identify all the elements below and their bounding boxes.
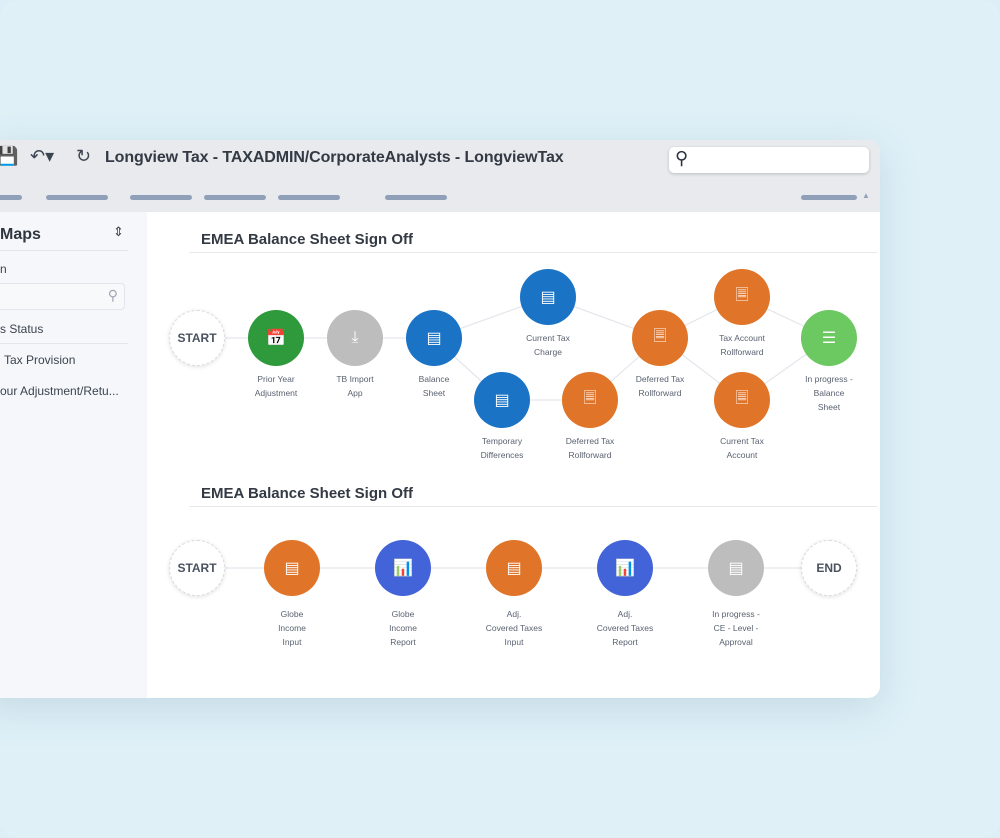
divider: [189, 252, 877, 253]
flow-node[interactable]: 📊: [375, 540, 431, 596]
presentation-chart-icon: 📊: [615, 560, 635, 577]
divider: [0, 343, 128, 344]
flow-node[interactable]: ▤: [708, 540, 764, 596]
collapse-icon[interactable]: ▲: [862, 191, 870, 200]
note-icon: 🗏: [583, 389, 597, 407]
flow-title: EMEA Balance Sheet Sign Off: [201, 485, 413, 502]
sidebar-item[interactable]: s Status: [0, 322, 44, 336]
flow-node-label: Deferred Tax Rollforward: [635, 374, 685, 398]
flow-node[interactable]: ▤: [520, 269, 576, 325]
refresh-icon[interactable]: ↻: [76, 146, 92, 166]
flow-terminal-end[interactable]: END: [801, 540, 857, 596]
search-input[interactable]: ⚲: [669, 147, 869, 173]
flow-node[interactable]: 🗏: [714, 372, 770, 428]
tab[interactable]: [46, 195, 108, 200]
form-icon: ▤: [506, 560, 522, 577]
flow-node-label: Adj. Covered Taxes Report: [596, 609, 654, 647]
flow-node-label: Tax Account Rollforward: [719, 333, 765, 357]
flow-node-label: Globe Income Input: [278, 609, 306, 647]
sidebar-item[interactable]: Tax Provision: [4, 353, 76, 367]
tab[interactable]: [278, 195, 340, 200]
divider: [189, 506, 877, 507]
flow-node-label: Adj. Covered Taxes Input: [485, 609, 543, 647]
form-icon: ▤: [540, 289, 556, 306]
note-icon: 🗏: [653, 327, 667, 345]
tab[interactable]: [204, 195, 266, 200]
note-icon: 🗏: [735, 389, 749, 407]
divider: [0, 250, 128, 251]
form-icon: ▤: [494, 392, 510, 409]
flow-node[interactable]: 🗏: [714, 269, 770, 325]
sidebar-search-input[interactable]: ⚲: [0, 283, 125, 310]
flow-node-label: In progress - Balance Sheet: [805, 374, 853, 412]
flow-node[interactable]: ☰: [801, 310, 857, 366]
flow-node-label: Prior Year Adjustment: [254, 374, 298, 398]
tab[interactable]: [0, 195, 22, 200]
flow-node-label: In progress - CE - Level - Approval: [712, 609, 760, 647]
checklist-icon: ☰: [821, 330, 837, 347]
flow-title: EMEA Balance Sheet Sign Off: [201, 231, 413, 248]
search-icon: ⚲: [107, 287, 118, 303]
flow-node-label: Current Tax Charge: [526, 333, 570, 357]
sidebar: Maps ⇕ n ⚲ s Status Tax Provision our Ad…: [0, 212, 147, 698]
undo-icon[interactable]: ↶▾: [30, 146, 55, 166]
tab[interactable]: [801, 195, 857, 200]
window-title: Longview Tax - TAXADMIN/CorporateAnalyst…: [105, 149, 564, 166]
flow-node[interactable]: ▤: [406, 310, 462, 366]
sidebar-item[interactable]: our Adjustment/Retu...: [0, 384, 119, 398]
flow-node-label: Deferred Tax Rollforward: [565, 436, 615, 460]
flow-terminal-start[interactable]: START: [169, 540, 225, 596]
flow-node-label: Balance Sheet: [418, 374, 450, 398]
flow-node[interactable]: 🗏: [562, 372, 618, 428]
flow-node[interactable]: 📊: [597, 540, 653, 596]
flow-node-label: Current Tax Account: [720, 436, 764, 460]
flow-node[interactable]: 📅: [248, 310, 304, 366]
header-bar: 💾 ↶▾ ↻ Longview Tax - TAXADMIN/Corporate…: [0, 140, 880, 212]
form-icon: ▤: [426, 330, 442, 347]
note-icon: 🗏: [735, 286, 749, 304]
calendar-icon: 📅: [266, 330, 286, 347]
flow-node-label: Temporary Differences: [480, 436, 524, 460]
flow-node-label: Globe Income Report: [389, 609, 417, 647]
flow-node[interactable]: ▤: [474, 372, 530, 428]
flow-node[interactable]: ▤: [264, 540, 320, 596]
gantt-icon: ▤: [728, 560, 744, 577]
sidebar-title: Maps: [0, 226, 41, 243]
flow-node[interactable]: 🗏: [632, 310, 688, 366]
search-icon: ⚲: [675, 148, 689, 168]
sort-icon[interactable]: ⇕: [113, 224, 124, 239]
form-icon: ▤: [284, 560, 300, 577]
flow-node[interactable]: ⤓: [327, 310, 383, 366]
save-icon[interactable]: 💾: [0, 146, 19, 166]
tab[interactable]: [130, 195, 192, 200]
tab[interactable]: [385, 195, 447, 200]
download-icon: ⤓: [351, 329, 359, 346]
presentation-chart-icon: 📊: [393, 560, 413, 577]
flow-node-label: TB Import App: [336, 374, 374, 398]
sidebar-label: n: [0, 262, 7, 276]
flow-node[interactable]: ▤: [486, 540, 542, 596]
flow-terminal-start[interactable]: START: [169, 310, 225, 366]
